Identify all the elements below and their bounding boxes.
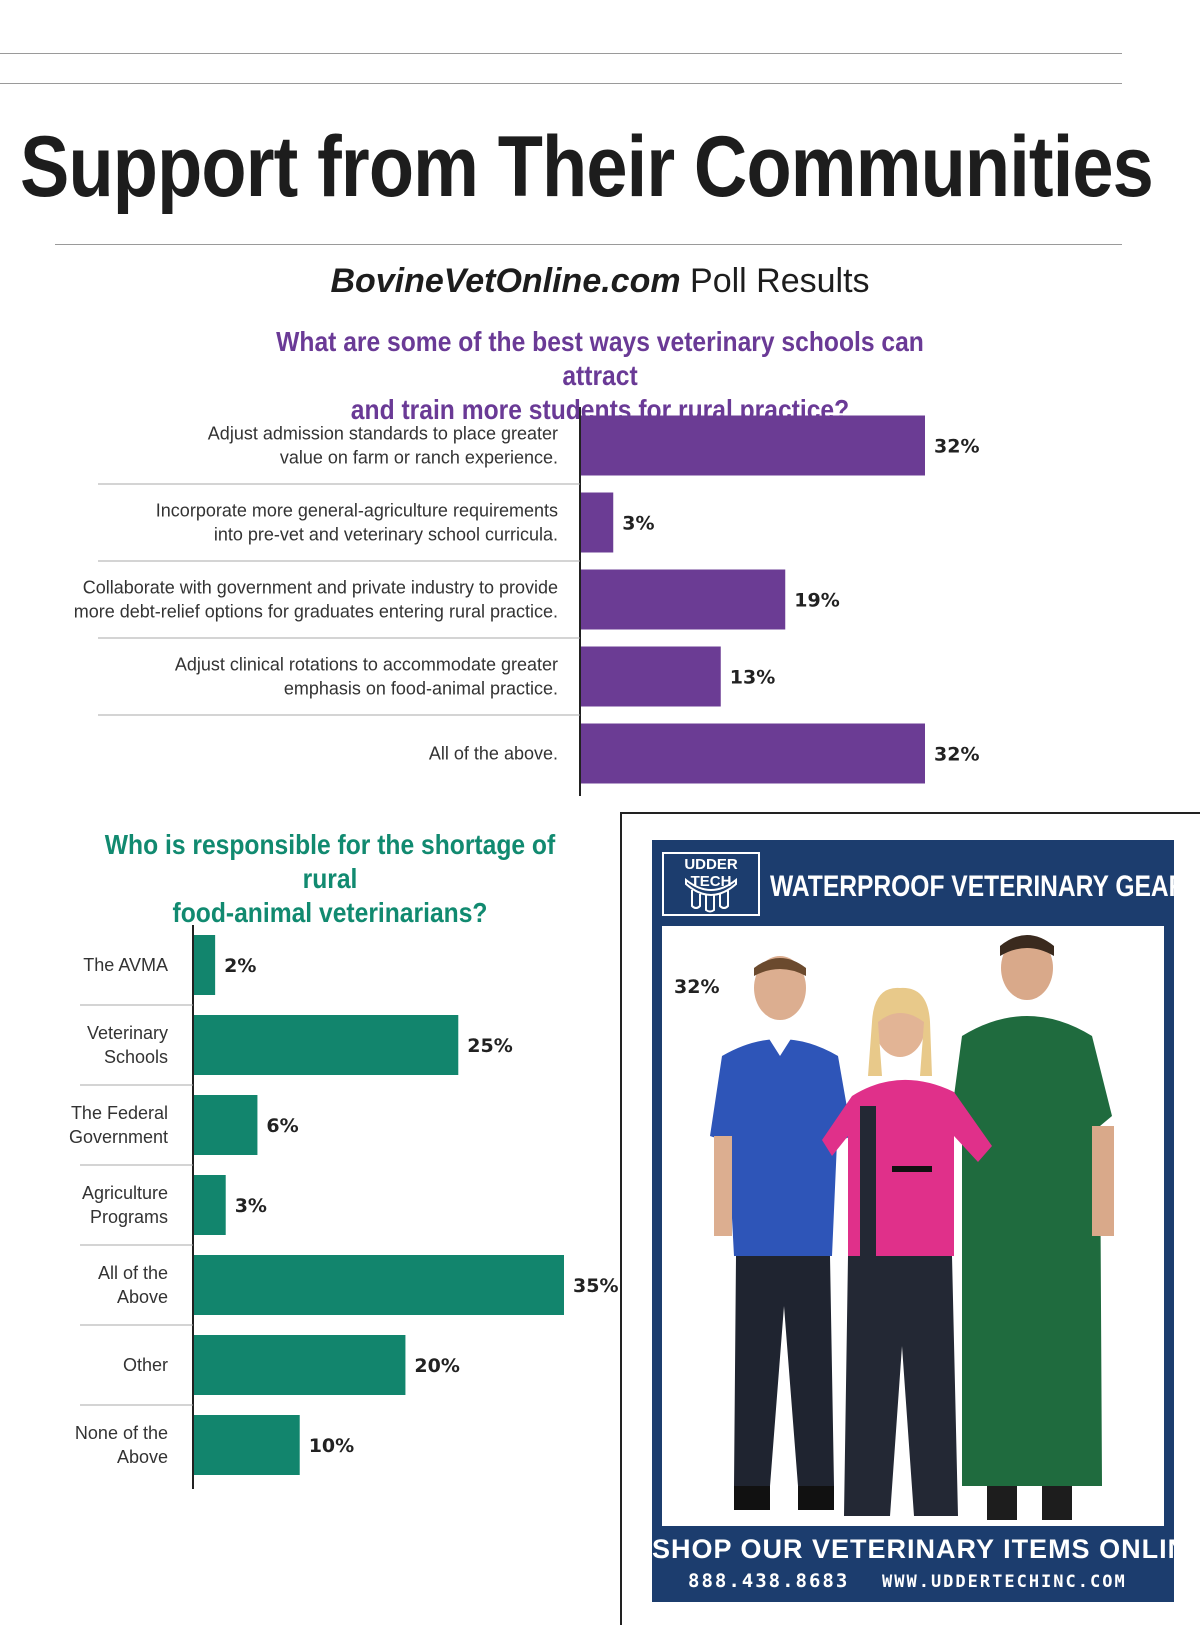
chart2-svg: 2% The AVMA 25% Veterinary Schools 6% The Fede…	[69, 925, 618, 1489]
chart1-value-label-0: 2%	[224, 955, 256, 977]
chart1-value-label-1: 25%	[467, 1035, 512, 1057]
chart1-title: What are some of the best ways veterinar…	[248, 325, 952, 427]
chart0-category-label-0-line-0: Adjust admission standards to place grea…	[208, 424, 558, 444]
chart1-bar-3	[194, 1175, 226, 1235]
ad-stray-percent: 32%	[674, 976, 720, 998]
page-title: Support from Their Communities	[20, 119, 1154, 215]
chart0-value-label-2: 19%	[794, 590, 839, 612]
chart2-title-line-2: food-animal veterinarians?	[172, 897, 488, 928]
chart1-category-label-4-line-0: All of the	[98, 1263, 168, 1283]
poll-title: BovineVetOnline.com Poll Results	[0, 262, 1200, 301]
chart1-category-label-6-line-0: None of the	[75, 1423, 168, 1443]
poll-brand: BovineVetOnline.com	[330, 262, 681, 300]
chart0-value-label-4: 32%	[934, 744, 979, 766]
ad-phone-number[interactable]: 888.438.8683	[688, 1570, 850, 1592]
udder-icon	[685, 877, 737, 913]
chart0-category-label-0-line-1: value on farm or ranch experience.	[280, 448, 558, 468]
chart0-bar-0	[581, 415, 925, 476]
three-people-illustration	[710, 935, 1114, 1520]
chart0-category-label-2-line-1: more debt-relief options for graduates e…	[74, 602, 558, 622]
chart0-bar-2	[581, 569, 786, 630]
chart0-category-label-2-line-0: Collaborate with government and private …	[83, 578, 558, 598]
chart1-category-label-5: Other	[123, 1355, 168, 1375]
chart1-svg: 32% Adjust admission standards to place g…	[74, 407, 979, 796]
ad-website-url[interactable]: WWW.UDDERTECHINC.COM	[882, 1572, 1127, 1592]
chart1-bar-0	[194, 935, 216, 995]
chart1-value-label-2: 6%	[266, 1115, 298, 1137]
chart1-value-label-6: 10%	[309, 1435, 354, 1457]
chart1-value-label-3: 3%	[235, 1195, 267, 1217]
chart0-bar-3	[581, 646, 721, 707]
chart0-bar-1	[581, 492, 614, 553]
chart0-value-label-0: 32%	[934, 436, 979, 458]
udder-tech-logo: UDDER TECH	[662, 852, 760, 916]
chart1-category-label-0: The AVMA	[83, 955, 168, 975]
chart1-title-line-1: What are some of the best ways veterinar…	[276, 326, 924, 391]
person-center-pink-top	[822, 987, 992, 1516]
chart1-bar-6	[194, 1415, 300, 1475]
top-rule-2	[0, 83, 1122, 84]
chart1-category-label-2-line-1: Government	[69, 1127, 168, 1147]
ad-shop-online[interactable]: SHOP OUR VETERINARY ITEMS ONLINE	[652, 1534, 1200, 1564]
chart1-bar-1	[194, 1015, 459, 1075]
person-right-green-gown	[950, 935, 1114, 1520]
chart1-category-label-1-line-1: Schools	[104, 1047, 168, 1067]
title-underline	[55, 244, 1122, 245]
chart1-category-label-3-line-1: Programs	[90, 1207, 168, 1227]
ad-panel: UDDER TECH WATERPROOF VETERINARY GEAR 32…	[652, 840, 1200, 1602]
chart0-category-label-1-line-1: into pre-vet and veterinary school curri…	[214, 525, 558, 545]
poll-suffix: Poll Results	[680, 262, 870, 300]
ad-headline: WATERPROOF VETERINARY GEAR	[770, 870, 1187, 903]
ad-photo: 32%	[662, 926, 1164, 1526]
chart1-category-label-2-line-0: The Federal	[71, 1103, 168, 1123]
top-rule-1	[0, 53, 1122, 54]
chart0-category-label-3-line-0: Adjust clinical rotations to accommodate…	[175, 655, 558, 675]
chart0-bar-4	[581, 723, 925, 784]
chart0-category-label-1-line-0: Incorporate more general-agriculture req…	[156, 501, 558, 521]
chart1-category-label-3-line-0: Agriculture	[82, 1183, 168, 1203]
logo-text: UDDER TECH	[684, 856, 738, 890]
chart1-category-label-1-line-0: Veterinary	[87, 1023, 168, 1043]
chart1-bar-2	[194, 1095, 258, 1155]
chart0-value-label-1: 3%	[622, 513, 654, 535]
chart2-title-line-1: Who is responsible for the shortage of r…	[104, 829, 556, 894]
chart2-title: Who is responsible for the shortage of r…	[75, 828, 585, 930]
advertisement[interactable]: UDDER TECH WATERPROOF VETERINARY GEAR 32…	[620, 812, 1200, 1625]
chart1-value-label-4: 35%	[573, 1275, 618, 1297]
chart0-category-label-4: All of the above.	[429, 744, 558, 764]
chart0-value-label-3: 13%	[730, 667, 775, 689]
chart1-category-label-4-line-1: Above	[117, 1287, 168, 1307]
person-left-blue-scrubs	[710, 956, 852, 1510]
chart1-bar-4	[194, 1255, 564, 1315]
chart1-value-label-5: 20%	[414, 1355, 459, 1377]
chart1-bar-5	[194, 1335, 406, 1395]
chart1-category-label-6-line-1: Above	[117, 1447, 168, 1467]
chart0-category-label-3-line-1: emphasis on food-animal practice.	[284, 679, 558, 699]
